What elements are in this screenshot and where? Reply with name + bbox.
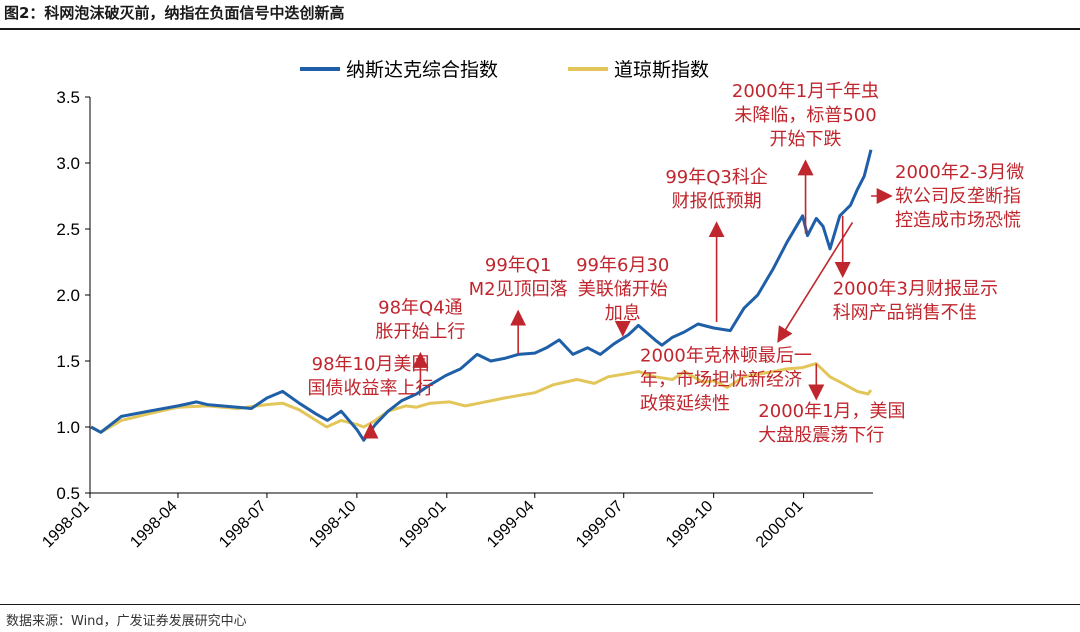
axes: 0.5 1.0 1.5 2.0 2.5 3.0 3.5 1998-01 1998-04 1998-… bbox=[39, 88, 873, 551]
x-tick-label: 1999-10 bbox=[663, 498, 717, 552]
y-tick-label: 1.5 bbox=[56, 352, 80, 371]
annotation-arrow bbox=[777, 221, 854, 343]
source-note: 数据来源：Wind，广发证券发展研究中心 bbox=[6, 614, 247, 629]
annotation-text: 2000年1月千年虫 bbox=[732, 81, 879, 102]
footer-rule bbox=[0, 604, 1080, 605]
annotation-text: M2见顶回落 bbox=[469, 279, 568, 300]
annotation-text: 年，市场担忧新经济 bbox=[640, 370, 802, 391]
x-tick-label: 1998-01 bbox=[39, 498, 93, 552]
figure-title: 图2：科网泡沫破灭前，纳指在负面信号中迭创新高 bbox=[4, 4, 345, 22]
annotation-text: 2000年克林顿最后一 bbox=[640, 346, 812, 367]
annotation-text: 加息 bbox=[605, 303, 641, 324]
x-tick-label: 1998-10 bbox=[306, 498, 360, 552]
legend-label: 纳斯达克综合指数 bbox=[346, 59, 498, 81]
x-tick-label: 1999-01 bbox=[396, 498, 450, 552]
annotation-text: 软公司反垄断指 bbox=[895, 186, 1021, 207]
x-tick-label: 2000-01 bbox=[753, 498, 807, 552]
annotation-text: 99年Q3科企 bbox=[665, 167, 768, 188]
x-tick-label: 1999-04 bbox=[484, 498, 538, 552]
annotation-text: 2000年1月，美国 bbox=[758, 401, 905, 422]
annotation-text: 政策延续性 bbox=[640, 394, 730, 415]
annotation-text: 2000年3月财报显示 bbox=[833, 278, 998, 299]
legend-label: 道琼斯指数 bbox=[614, 59, 709, 81]
annotation-text: 胀开始上行 bbox=[375, 321, 465, 342]
x-tick-label: 1998-07 bbox=[216, 498, 270, 552]
annotation-text: 99年6月30 bbox=[576, 255, 669, 276]
legend: 纳斯达克综合指数 道琼斯指数 bbox=[300, 59, 709, 81]
annotations: 98年10月美国国债收益率上行98年Q4通胀开始上行99年Q1M2见顶回落99年… bbox=[308, 81, 1025, 446]
line-chart: 0.5 1.0 1.5 2.0 2.5 3.0 3.5 1998-01 1998-04 1998-… bbox=[39, 59, 1025, 551]
series-group bbox=[90, 149, 873, 442]
y-tick-label: 1.0 bbox=[56, 418, 80, 437]
annotation-text: 国债收益率上行 bbox=[308, 378, 434, 399]
y-tick-label: 2.5 bbox=[56, 220, 80, 239]
y-tick-label: 0.5 bbox=[56, 484, 80, 503]
title-rule bbox=[0, 28, 1080, 30]
annotation-text: 2000年2-3月微 bbox=[895, 162, 1024, 183]
annotation-text: 98年10月美国 bbox=[312, 354, 430, 375]
x-tick-label: 1998-04 bbox=[127, 498, 181, 552]
y-tick-label: 3.0 bbox=[56, 154, 80, 173]
annotation-text: 99年Q1 bbox=[485, 255, 552, 276]
annotation-text: 未降临，标普500 bbox=[734, 105, 876, 126]
y-tick-label: 3.5 bbox=[56, 88, 80, 107]
annotation-text: 98年Q4通 bbox=[378, 297, 463, 318]
annotation: 99年Q1 M2见顶回落 bbox=[469, 255, 568, 354]
y-tick-label: 2.0 bbox=[56, 286, 80, 305]
annotation-text: 财报低预期 bbox=[672, 191, 762, 212]
annotation-text: 大盘股震荡下行 bbox=[758, 425, 884, 446]
annotation-text: 科网产品销售不佳 bbox=[833, 302, 977, 323]
annotation-text: 美联储开始 bbox=[578, 279, 668, 300]
dow-series-line bbox=[90, 362, 873, 434]
annotation-text: 控造成市场恐慌 bbox=[895, 210, 1021, 231]
annotation-text: 开始下跌 bbox=[770, 129, 842, 150]
nasdaq-series-line bbox=[90, 149, 873, 442]
x-tick-label: 1999-07 bbox=[573, 498, 627, 552]
